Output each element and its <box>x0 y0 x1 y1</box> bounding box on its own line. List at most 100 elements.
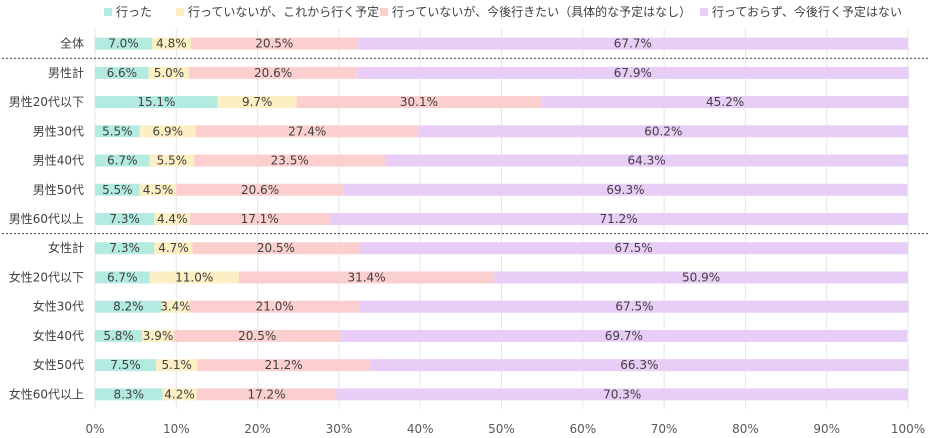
data-label: 60.2% <box>644 124 682 138</box>
bar-segment <box>148 66 190 79</box>
data-label: 6.9% <box>153 124 184 138</box>
data-label: 20.6% <box>254 66 292 80</box>
bar-segment <box>149 154 195 167</box>
bar-segment <box>95 359 156 372</box>
bar-segment <box>95 300 162 313</box>
bar-segment <box>343 183 908 196</box>
category-label: 男性30代 <box>33 124 84 138</box>
category-label: 男性50代 <box>33 183 84 197</box>
data-label: 5.1% <box>161 358 192 372</box>
x-tick-label: 60% <box>569 422 596 436</box>
legend-swatch-planned <box>176 7 184 16</box>
category-label: 男性60代以上 <box>9 212 84 226</box>
data-label: 27.4% <box>288 124 326 138</box>
bar-segment <box>336 388 908 401</box>
data-label: 20.6% <box>241 183 279 197</box>
data-label: 69.7% <box>605 329 643 343</box>
data-label: 67.9% <box>614 66 652 80</box>
data-label: 67.7% <box>614 37 652 51</box>
bar-segment <box>369 359 909 372</box>
bar-segment <box>142 329 174 342</box>
legend: 行った 行っていないが、これから行く予定 行っていないが、今後行きたい（具体的な… <box>104 3 924 19</box>
bar-segment <box>189 300 361 313</box>
legend-swatch-want <box>380 7 388 16</box>
legend-label-went: 行った <box>116 5 153 19</box>
bar-segment <box>154 212 191 225</box>
x-tick-label: 0% <box>85 422 104 436</box>
bar-segment <box>95 154 150 167</box>
data-label: 71.2% <box>600 212 638 226</box>
legend-item-no-plan: 行っておらず、今後行く予定はない <box>700 3 902 20</box>
bar-segment <box>238 271 495 284</box>
data-label: 70.3% <box>603 387 641 401</box>
bar-segment <box>151 37 191 50</box>
bar-segment <box>494 271 908 284</box>
category-label: 全体 <box>60 36 84 51</box>
data-label: 5.5% <box>102 124 133 138</box>
data-label: 3.9% <box>143 329 174 343</box>
data-label: 69.3% <box>606 183 644 197</box>
bar-segment <box>190 37 358 50</box>
data-label: 7.0% <box>108 37 139 51</box>
category-label: 女性30代 <box>33 299 84 314</box>
legend-label-planned: 行っていないが、これから行く予定 <box>188 5 380 19</box>
bar-segment <box>139 183 177 196</box>
bar-segment <box>95 242 155 255</box>
bar-segment <box>195 125 419 138</box>
data-label: 15.1% <box>137 95 175 109</box>
bar-segment <box>296 96 542 109</box>
data-label: 31.4% <box>347 270 385 284</box>
bar-segment <box>192 242 360 255</box>
x-tick-label: 10% <box>163 422 190 436</box>
data-label: 8.2% <box>113 300 144 314</box>
data-label: 5.8% <box>103 329 134 343</box>
data-label: 17.2% <box>247 387 285 401</box>
legend-item-want: 行っていないが、今後行きたい（具体的な予定はなし） <box>380 3 691 20</box>
data-label: 50.9% <box>682 270 720 284</box>
legend-item-planned: 行っていないが、これから行く予定 <box>176 3 379 20</box>
bar-segment <box>190 212 330 225</box>
category-label: 女性40代 <box>33 328 84 343</box>
data-label: 3.4% <box>160 300 191 314</box>
category-label: 男性20代以下 <box>9 95 84 109</box>
bar-segment <box>418 125 908 138</box>
data-label: 7.3% <box>109 241 140 255</box>
bar-segment <box>176 183 344 196</box>
x-tick-label: 20% <box>244 422 271 436</box>
bar-segment <box>149 271 239 284</box>
bar-segment <box>340 329 908 342</box>
data-label: 6.7% <box>107 154 138 168</box>
bar-segment <box>95 37 152 50</box>
bar-segment <box>329 212 908 225</box>
data-label: 11.0% <box>175 270 213 284</box>
bar-segment <box>161 300 190 313</box>
data-label: 7.5% <box>110 358 141 372</box>
data-label: 67.5% <box>615 241 653 255</box>
data-label: 7.3% <box>109 212 140 226</box>
legend-label-want: 行っていないが、今後行きたい（具体的な予定はなし） <box>392 5 692 19</box>
data-label: 5.5% <box>157 154 188 168</box>
data-label: 5.5% <box>102 183 133 197</box>
bar-segment <box>189 66 357 79</box>
data-label: 6.6% <box>107 66 138 80</box>
bar-segment <box>155 359 198 372</box>
x-tick-label: 30% <box>326 422 353 436</box>
data-label: 5.0% <box>154 66 185 80</box>
data-label: 45.2% <box>706 95 744 109</box>
data-label: 67.5% <box>615 300 653 314</box>
category-label: 男性計 <box>48 65 84 80</box>
bar-segment <box>95 66 149 79</box>
bar-segment <box>95 212 155 225</box>
data-label: 8.3% <box>113 387 144 401</box>
bar-segment <box>95 388 163 401</box>
legend-swatch-no-plan <box>700 7 708 16</box>
legend-swatch-went <box>104 7 112 16</box>
x-tick-label: 80% <box>732 422 759 436</box>
data-label: 23.5% <box>271 154 309 168</box>
category-label: 女性50代 <box>33 357 84 372</box>
bar-segment <box>194 154 386 167</box>
bar-segment <box>173 329 341 342</box>
data-label: 4.4% <box>157 212 188 226</box>
data-label: 20.5% <box>238 329 276 343</box>
